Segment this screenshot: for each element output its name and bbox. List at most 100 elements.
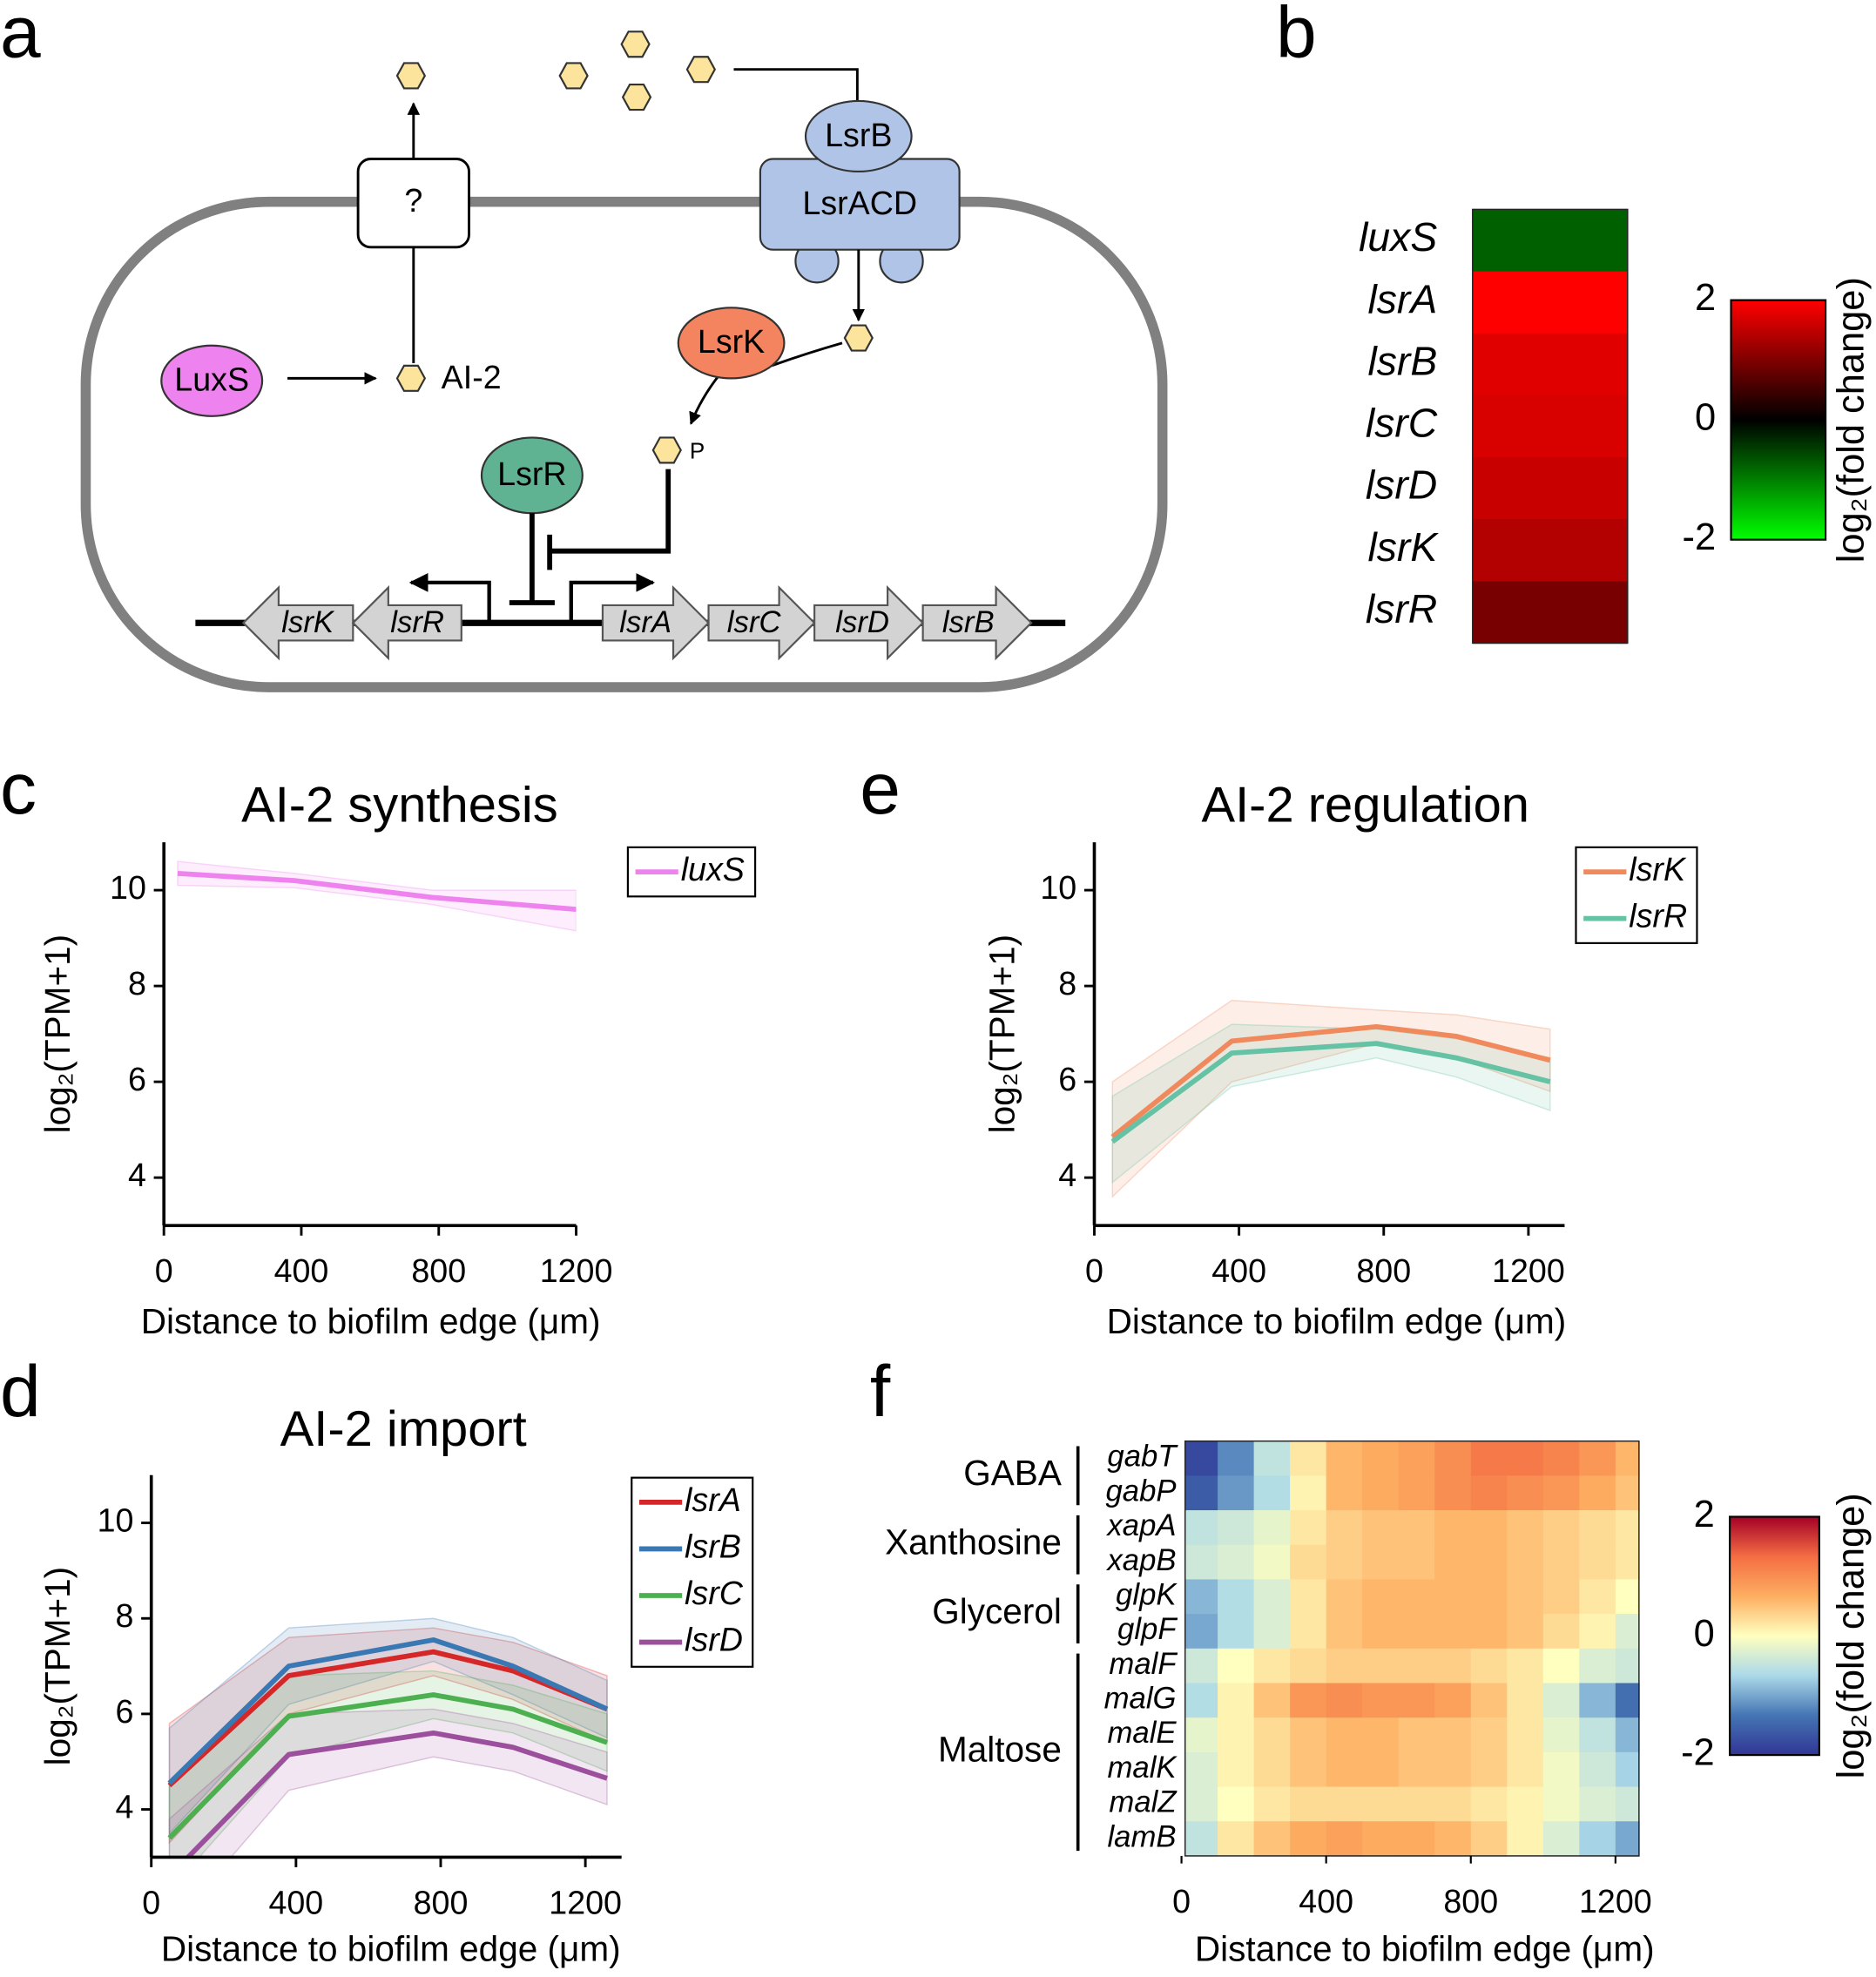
x-axis-label: Distance to biofilm edge (μm) xyxy=(1107,1301,1567,1341)
panel-letter: f xyxy=(870,1350,891,1432)
row-label: lsrD xyxy=(1366,462,1437,508)
heatmap-cell xyxy=(1290,1786,1327,1823)
heatmap-cell xyxy=(1579,1510,1616,1546)
heatmap-cell xyxy=(1253,1441,1292,1477)
y-tick-label: 4 xyxy=(1058,1157,1076,1193)
heatmap-cell xyxy=(1326,1821,1364,1857)
heatmap-cell xyxy=(1542,1786,1581,1823)
heatmap-cell xyxy=(1434,1475,1472,1511)
y-tick-label: 4 xyxy=(116,1788,134,1825)
y-tick-label: 6 xyxy=(1058,1061,1076,1097)
heatmap-cell xyxy=(1472,519,1628,583)
heatmap-cell xyxy=(1542,1614,1581,1650)
row-label: glpK xyxy=(1116,1578,1178,1611)
heatmap-cell xyxy=(1472,395,1628,458)
inhibition xyxy=(550,469,671,554)
row-label: lsrR xyxy=(1366,586,1437,631)
heatmap-cell xyxy=(1542,1544,1581,1581)
heatmap-cell xyxy=(1579,1683,1616,1719)
heatmap-cell xyxy=(1290,1614,1327,1650)
heatmap-cell xyxy=(1579,1717,1616,1753)
heatmap-cell xyxy=(1398,1717,1436,1753)
row-label: gabP xyxy=(1105,1474,1176,1508)
heatmap-cell xyxy=(1615,1475,1640,1511)
protein-label: LsrACD xyxy=(802,185,917,221)
heatmap-cell xyxy=(1472,209,1628,273)
ai2-molecule xyxy=(395,364,426,392)
heatmap-cell xyxy=(1434,1614,1472,1650)
heatmap-cell xyxy=(1218,1441,1255,1477)
colorbar-tick-label: 2 xyxy=(1695,277,1716,319)
heatmap-cell xyxy=(1507,1786,1544,1823)
heatmap-cell xyxy=(1398,1510,1436,1546)
series-line xyxy=(1110,1023,1551,1139)
heatmap-cell xyxy=(1615,1579,1640,1615)
heatmap-cell xyxy=(1542,1821,1581,1857)
heatmap-cell xyxy=(1184,1683,1218,1719)
plot-area xyxy=(177,860,577,932)
heatmap-cell xyxy=(1615,1614,1640,1650)
luxs xyxy=(160,344,264,417)
legend-label: lsrD xyxy=(685,1622,743,1658)
gene-label: lsrD xyxy=(835,606,889,639)
heatmap-cell xyxy=(1253,1475,1292,1511)
panel-letter: e xyxy=(860,747,901,829)
heatmap-cell xyxy=(1326,1544,1364,1581)
legend-label: lsrK xyxy=(1629,851,1687,887)
colorbar-tick-label: 2 xyxy=(1694,1494,1715,1535)
heatmap-cell xyxy=(1579,1751,1616,1788)
x-tick-label: 400 xyxy=(1211,1252,1266,1289)
heatmap-cell xyxy=(1507,1475,1544,1511)
panel-letter: b xyxy=(1276,0,1317,73)
y-tick-label: 4 xyxy=(128,1157,146,1193)
confidence-band xyxy=(168,1670,608,1858)
heatmap-cell xyxy=(1326,1614,1364,1650)
ai2-molecule xyxy=(620,30,651,58)
transporter-label: ? xyxy=(404,182,422,219)
heatmap-frame xyxy=(1472,208,1629,644)
group-label: Glycerol xyxy=(932,1591,1062,1631)
heatmap-cell xyxy=(1218,1717,1255,1753)
protein-label: LuxS xyxy=(174,361,249,398)
plot-area xyxy=(1110,999,1551,1198)
heatmap-cell xyxy=(1398,1614,1436,1650)
heatmap-cell xyxy=(1434,1683,1472,1719)
heatmap-cell xyxy=(1579,1786,1616,1823)
row-label: gabT xyxy=(1107,1441,1178,1474)
heatmap-cell xyxy=(1472,333,1628,396)
heatmap-cell xyxy=(1579,1614,1616,1650)
heatmap-cell xyxy=(1434,1786,1472,1823)
legend-label: lsrB xyxy=(685,1528,741,1564)
legend-label: lsrA xyxy=(685,1481,741,1518)
heatmap-cell xyxy=(1326,1441,1364,1477)
row-label: xapA xyxy=(1105,1509,1176,1542)
panel-letter: a xyxy=(0,0,41,73)
heatmap-cell xyxy=(1434,1510,1472,1546)
heatmap-cell xyxy=(1362,1786,1400,1823)
heatmap-cell xyxy=(1470,1510,1508,1546)
heatmap-cell xyxy=(1470,1717,1508,1753)
x-axis-label: Distance to biofilm edge (μm) xyxy=(141,1301,601,1341)
protein-label: LsrK xyxy=(698,323,765,360)
heatmap-cell xyxy=(1184,1475,1218,1511)
heatmap-cell xyxy=(1290,1544,1327,1581)
gene-arrow xyxy=(707,585,816,661)
heatmap-cell xyxy=(1507,1821,1544,1857)
group-label: Maltose xyxy=(938,1730,1062,1770)
heatmap-cell xyxy=(1507,1683,1544,1719)
x-tick-label: 0 xyxy=(1172,1883,1191,1920)
colorbar-tick-label: 0 xyxy=(1695,397,1716,439)
heatmap-cell xyxy=(1615,1751,1640,1788)
heatmap-cell xyxy=(1434,1648,1472,1684)
heatmap-cell xyxy=(1542,1579,1581,1615)
heatmap-cell xyxy=(1398,1441,1436,1477)
x-axis-label: Distance to biofilm edge (μm) xyxy=(1195,1929,1655,1969)
heatmap-cell xyxy=(1184,1579,1218,1615)
y-tick-label: 8 xyxy=(1058,965,1076,1002)
row-label: malG xyxy=(1104,1683,1177,1716)
heatmap-cell xyxy=(1326,1683,1364,1719)
heatmap-cell xyxy=(1542,1441,1581,1477)
chart-title: AI-2 synthesis xyxy=(241,777,558,833)
heatmap-cell xyxy=(1542,1510,1581,1546)
